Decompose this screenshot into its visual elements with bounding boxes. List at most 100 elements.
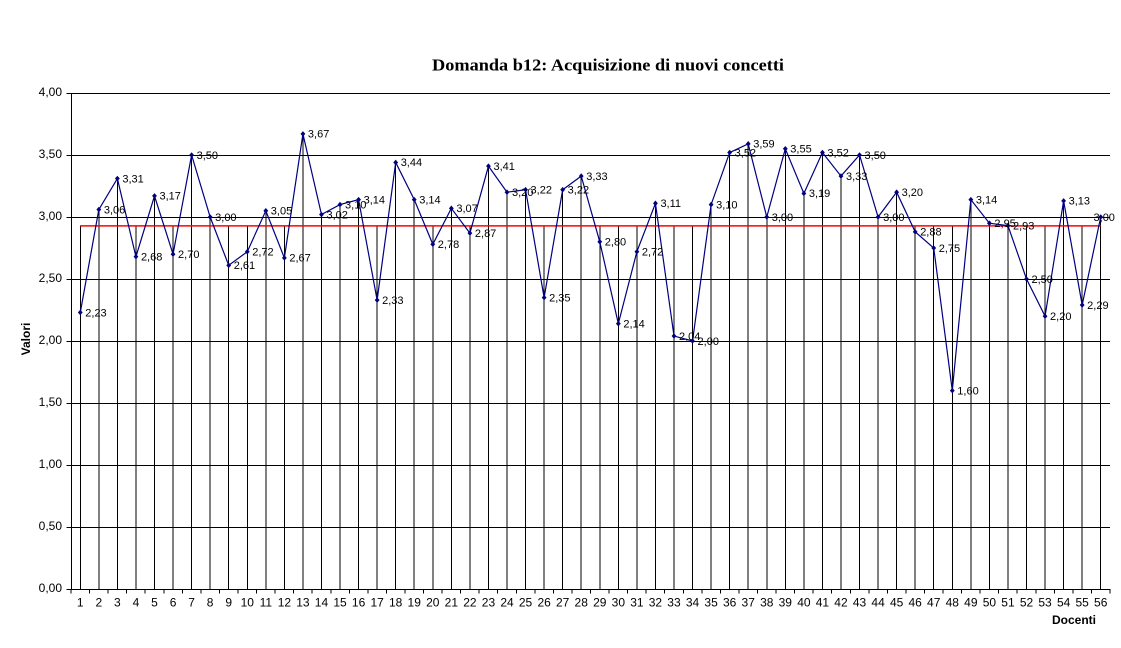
svg-text:3,13: 3,13 [1069, 196, 1090, 208]
svg-text:0,00: 0,00 [39, 581, 63, 595]
svg-text:39: 39 [779, 596, 793, 610]
svg-text:47: 47 [927, 596, 941, 610]
svg-text:3,50: 3,50 [39, 147, 63, 161]
svg-text:21: 21 [445, 596, 459, 610]
svg-text:10: 10 [241, 596, 255, 610]
svg-text:2,68: 2,68 [141, 251, 162, 263]
svg-text:3,11: 3,11 [660, 198, 681, 210]
svg-text:2,14: 2,14 [623, 318, 644, 330]
svg-text:2,61: 2,61 [234, 260, 255, 272]
svg-text:5: 5 [151, 596, 158, 610]
svg-text:20: 20 [426, 596, 440, 610]
svg-text:2,70: 2,70 [178, 249, 199, 261]
svg-text:2,50: 2,50 [1032, 274, 1053, 286]
svg-text:15: 15 [333, 596, 347, 610]
svg-text:3,14: 3,14 [419, 194, 440, 206]
svg-text:18: 18 [389, 596, 403, 610]
svg-text:2,29: 2,29 [1087, 300, 1108, 312]
svg-text:49: 49 [964, 596, 978, 610]
svg-text:14: 14 [315, 596, 329, 610]
svg-text:2,80: 2,80 [605, 237, 626, 249]
svg-text:3,33: 3,33 [846, 171, 867, 183]
svg-text:Docenti: Docenti [1052, 613, 1096, 627]
svg-text:3,05: 3,05 [271, 206, 292, 218]
svg-text:2,00: 2,00 [39, 333, 63, 347]
svg-text:3,41: 3,41 [493, 161, 514, 173]
svg-text:29: 29 [593, 596, 607, 610]
svg-text:4,00: 4,00 [39, 85, 63, 99]
svg-text:50: 50 [983, 596, 997, 610]
svg-text:3,20: 3,20 [902, 187, 923, 199]
svg-text:44: 44 [871, 596, 885, 610]
svg-text:32: 32 [649, 596, 663, 610]
svg-text:9: 9 [225, 596, 232, 610]
svg-text:2,78: 2,78 [438, 239, 459, 251]
svg-text:2,04: 2,04 [679, 331, 700, 343]
svg-text:34: 34 [686, 596, 700, 610]
svg-text:3,52: 3,52 [735, 147, 756, 159]
svg-text:2,20: 2,20 [1050, 311, 1071, 323]
svg-text:3,00: 3,00 [883, 212, 904, 224]
svg-text:3,33: 3,33 [586, 171, 607, 183]
svg-text:8: 8 [207, 596, 214, 610]
svg-text:1,50: 1,50 [39, 395, 63, 409]
svg-text:3,55: 3,55 [790, 144, 811, 156]
svg-text:52: 52 [1020, 596, 1034, 610]
svg-text:3,20: 3,20 [512, 187, 533, 199]
svg-text:3,44: 3,44 [401, 157, 422, 169]
svg-text:3,14: 3,14 [976, 194, 997, 206]
svg-text:1: 1 [77, 596, 84, 610]
svg-text:1,00: 1,00 [39, 457, 63, 471]
svg-text:3,22: 3,22 [531, 185, 552, 197]
svg-text:3,59: 3,59 [753, 139, 774, 151]
svg-text:3,50: 3,50 [197, 150, 218, 162]
svg-text:2,87: 2,87 [475, 228, 496, 240]
svg-text:3,00: 3,00 [215, 212, 236, 224]
svg-text:24: 24 [500, 596, 514, 610]
svg-text:2,95: 2,95 [994, 218, 1015, 230]
svg-text:2,50: 2,50 [39, 271, 63, 285]
svg-text:3,07: 3,07 [456, 203, 477, 215]
svg-text:53: 53 [1038, 596, 1052, 610]
svg-text:3,50: 3,50 [865, 150, 886, 162]
svg-text:25: 25 [519, 596, 533, 610]
svg-text:3,52: 3,52 [827, 147, 848, 159]
svg-text:6: 6 [170, 596, 177, 610]
svg-text:3,67: 3,67 [308, 129, 329, 141]
svg-text:43: 43 [853, 596, 867, 610]
svg-text:2,33: 2,33 [382, 295, 403, 307]
svg-text:13: 13 [296, 596, 310, 610]
svg-text:3,00: 3,00 [1094, 212, 1115, 224]
svg-text:46: 46 [909, 596, 923, 610]
svg-text:17: 17 [370, 596, 384, 610]
svg-text:35: 35 [704, 596, 718, 610]
svg-text:2,23: 2,23 [85, 307, 106, 319]
svg-text:12: 12 [278, 596, 292, 610]
svg-text:31: 31 [630, 596, 644, 610]
svg-text:3,10: 3,10 [716, 199, 737, 211]
svg-text:2,72: 2,72 [642, 247, 663, 259]
svg-text:48: 48 [946, 596, 960, 610]
svg-text:19: 19 [408, 596, 422, 610]
svg-text:2,93: 2,93 [1013, 220, 1034, 232]
svg-text:30: 30 [612, 596, 626, 610]
svg-text:45: 45 [890, 596, 904, 610]
svg-text:2,72: 2,72 [252, 247, 273, 259]
svg-text:2,67: 2,67 [289, 253, 310, 265]
svg-text:33: 33 [667, 596, 681, 610]
svg-text:16: 16 [352, 596, 366, 610]
svg-text:3,17: 3,17 [159, 191, 180, 203]
svg-text:3: 3 [114, 596, 121, 610]
svg-text:3,02: 3,02 [326, 209, 347, 221]
svg-text:38: 38 [760, 596, 774, 610]
svg-text:42: 42 [834, 596, 848, 610]
svg-text:3,14: 3,14 [364, 194, 385, 206]
svg-text:2,75: 2,75 [939, 243, 960, 255]
svg-text:54: 54 [1057, 596, 1071, 610]
svg-text:2,00: 2,00 [698, 336, 719, 348]
svg-text:56: 56 [1094, 596, 1108, 610]
svg-text:28: 28 [575, 596, 589, 610]
svg-text:40: 40 [797, 596, 811, 610]
svg-text:Valori: Valori [19, 323, 33, 356]
svg-text:2,35: 2,35 [549, 292, 570, 304]
